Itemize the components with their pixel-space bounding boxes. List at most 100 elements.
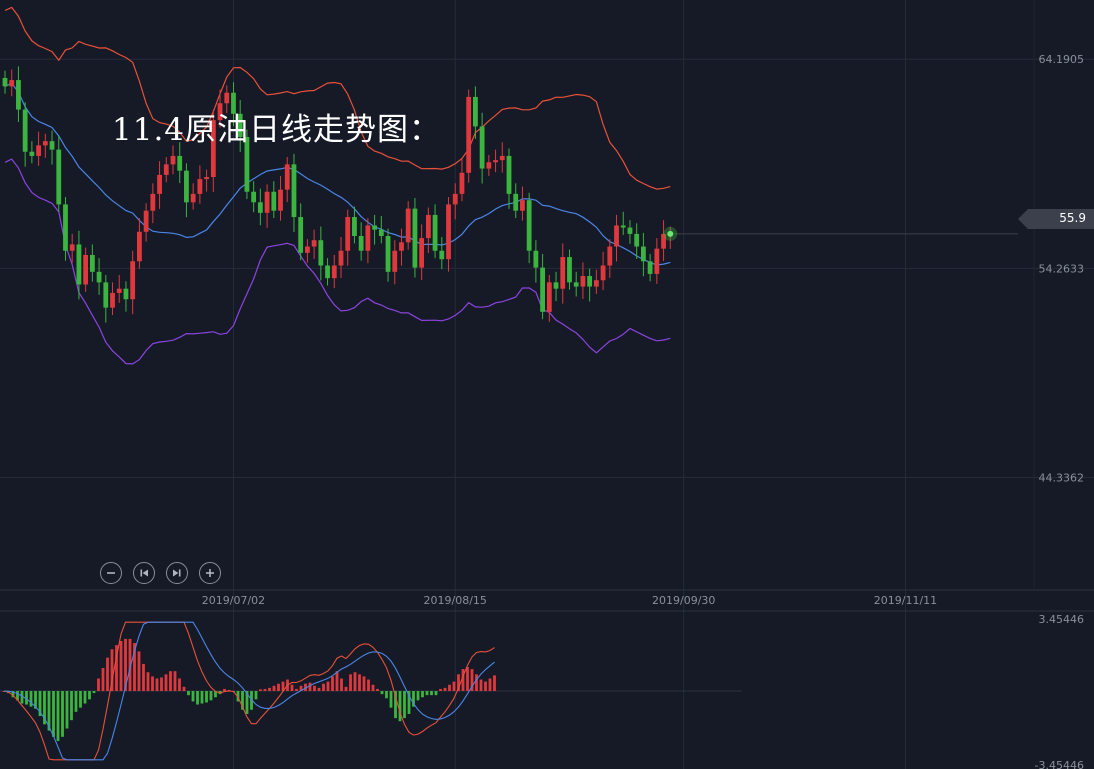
macd-histogram-bar: [79, 691, 82, 708]
candle-body: [567, 257, 572, 283]
macd-histogram-bar: [281, 681, 285, 691]
zoom-in-button[interactable]: [199, 562, 221, 584]
candle-body: [546, 282, 552, 312]
candle-body: [641, 246, 646, 262]
candle-body: [251, 191, 257, 203]
macd-histogram-bar: [119, 640, 123, 691]
macd-histogram-bar: [205, 691, 208, 703]
macd-histogram-bar: [92, 691, 96, 694]
candle-body: [378, 229, 384, 236]
macd-histogram-bar: [326, 681, 330, 691]
macd-axis-min-label: -3.45446: [1035, 759, 1084, 769]
candle-body: [520, 200, 525, 211]
candle-body: [123, 288, 129, 300]
candle-body: [63, 204, 68, 251]
candle-body: [325, 265, 330, 279]
macd-histogram-bar: [295, 688, 298, 691]
go-to-end-button[interactable]: [166, 562, 188, 584]
macd-histogram-bar: [160, 677, 163, 691]
macd-histogram-bar: [448, 684, 451, 691]
chart-navigation: [100, 562, 221, 584]
macd-histogram-bar: [61, 691, 64, 737]
candle-body: [311, 240, 317, 247]
candle-body: [204, 177, 209, 180]
macd-histogram-bar: [457, 674, 460, 691]
macd-histogram-bar: [70, 691, 73, 721]
candle-body: [607, 246, 613, 266]
macd-histogram-bar: [11, 691, 15, 698]
macd-histogram-bar: [173, 671, 177, 691]
macd-histogram-bar: [43, 691, 46, 725]
candle-body: [150, 193, 156, 211]
macd-histogram-bar: [416, 691, 420, 701]
macd-histogram-bar: [353, 672, 357, 691]
macd-histogram-bar: [214, 691, 217, 698]
macd-histogram-bar: [146, 672, 150, 691]
macd-histogram-bar: [317, 687, 321, 691]
candle-body: [513, 193, 519, 211]
price-axis-label: 54.2633: [1039, 262, 1085, 275]
candle-body: [486, 162, 492, 169]
macd-histogram-bar: [169, 671, 172, 691]
macd-histogram-bar: [254, 691, 258, 700]
macd-histogram-bar: [47, 691, 51, 731]
candle-body: [96, 271, 102, 283]
date-axis-label: 2019/11/11: [874, 594, 937, 607]
macd-histogram-bar: [412, 691, 415, 707]
candle-body: [405, 208, 411, 243]
candle-body: [661, 233, 666, 249]
macd-histogram-bar: [151, 676, 154, 691]
macd-histogram-bar: [133, 643, 136, 691]
go-to-start-button[interactable]: [133, 562, 155, 584]
macd-histogram-bar: [200, 691, 204, 704]
candle-body: [130, 261, 136, 300]
candle-body: [560, 257, 566, 289]
macd-histogram-bar: [389, 691, 393, 708]
macd-histogram-bar: [344, 686, 348, 691]
candle-body: [634, 233, 640, 247]
macd-histogram-bar: [367, 679, 370, 691]
macd-histogram-bar: [259, 689, 262, 691]
macd-histogram-bar: [128, 638, 132, 691]
skip-forward-icon: [173, 569, 181, 577]
price-tag-background: [1018, 209, 1094, 229]
candle-body: [143, 210, 149, 232]
macd-histogram-bar: [56, 691, 60, 742]
macd-histogram-bar: [394, 691, 397, 719]
minus-icon: [107, 572, 115, 574]
macd-histogram-bar: [475, 674, 478, 691]
candle-body: [345, 217, 351, 251]
candle-body: [16, 80, 21, 110]
macd-histogram-bar: [299, 685, 303, 691]
macd-histogram-bar: [434, 691, 438, 696]
macd-histogram-bar: [142, 663, 145, 691]
macd-histogram-bar: [124, 638, 127, 691]
candle-body: [412, 208, 418, 268]
macd-histogram-bar: [20, 691, 24, 704]
macd-histogram-bar: [209, 691, 213, 701]
macd-histogram-bar: [268, 687, 271, 691]
candle-body: [365, 225, 371, 251]
zoom-out-button[interactable]: [100, 562, 122, 584]
candle-body: [170, 155, 176, 165]
macd-histogram-bar: [272, 685, 276, 691]
macd-histogram-bar: [97, 678, 100, 691]
candle-body: [446, 204, 451, 260]
candle-body: [533, 250, 539, 268]
candle-body: [627, 227, 633, 234]
candle-body: [587, 276, 593, 287]
bollinger-lower-band: [4, 158, 671, 365]
plus-icon: [206, 569, 214, 577]
current-price-dot: [667, 230, 674, 237]
candle-body: [163, 164, 169, 175]
candle-body: [553, 282, 559, 289]
candle-body: [540, 267, 545, 312]
candle-body: [654, 248, 660, 274]
macd-histogram-bar: [331, 676, 334, 691]
macd-histogram-bar: [340, 678, 343, 691]
macd-histogram-bar: [380, 691, 384, 695]
candle-body: [110, 292, 115, 308]
candle-body: [231, 92, 236, 114]
